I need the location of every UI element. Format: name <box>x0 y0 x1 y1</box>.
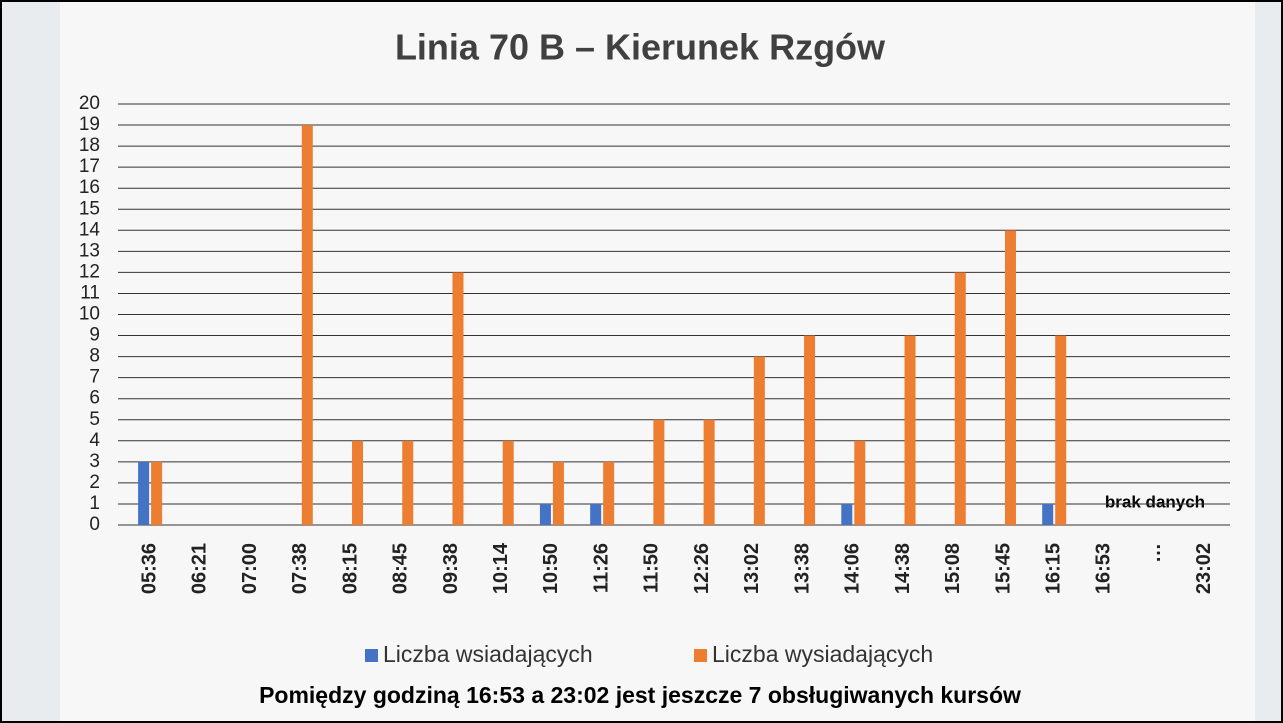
y-tick-label: 20 <box>79 93 100 114</box>
bar <box>804 336 815 525</box>
y-tick-label: 6 <box>89 388 100 409</box>
chart-title: Linia 70 B – Kierunek Rzgów <box>395 27 886 68</box>
panel <box>60 0 1255 723</box>
bar <box>704 420 715 525</box>
x-tick-label: 11:50 <box>641 543 663 593</box>
x-tick-label: 12:26 <box>691 543 713 594</box>
y-tick-label: 10 <box>79 304 100 325</box>
x-tick-label: 11:26 <box>590 543 612 593</box>
bar <box>590 504 601 525</box>
bar <box>553 462 564 525</box>
y-tick-label: 5 <box>89 409 100 430</box>
x-tick-label: 16:15 <box>1042 543 1064 594</box>
x-tick-label: 05:36 <box>138 543 160 594</box>
x-tick-label: … <box>1143 543 1165 563</box>
y-tick-label: 8 <box>89 346 100 367</box>
bar <box>754 357 765 525</box>
bar <box>540 504 551 525</box>
x-tick-label: 13:02 <box>741 543 763 594</box>
page: Linia 70 B – Kierunek Rzgów brak danych … <box>0 0 1283 723</box>
x-tick-label: 06:21 <box>189 543 211 594</box>
y-tick-label: 12 <box>79 261 100 282</box>
bar <box>302 125 313 525</box>
y-tick-label: 4 <box>89 430 100 451</box>
x-tick-label: 15:45 <box>992 543 1014 594</box>
x-tick-label: 10:14 <box>490 542 512 594</box>
y-tick-label: 7 <box>89 367 100 388</box>
legend-label: Liczba wysiadających <box>712 641 933 667</box>
bar <box>352 441 363 525</box>
bar <box>452 272 463 525</box>
bar <box>1005 230 1016 525</box>
y-tick-label: 2 <box>89 472 100 493</box>
bar <box>955 272 966 525</box>
x-tick-label: 07:38 <box>289 543 311 594</box>
legend-label: Liczba wsiadających <box>383 641 593 667</box>
bar <box>1042 504 1053 525</box>
y-tick-label: 15 <box>79 198 100 219</box>
bar <box>1055 336 1066 525</box>
y-tick-label: 11 <box>80 282 100 303</box>
bar <box>653 420 664 525</box>
legend-swatch <box>365 649 378 662</box>
bar <box>841 504 852 525</box>
annotation: brak danych <box>1105 492 1205 511</box>
y-tick-label: 13 <box>79 240 100 261</box>
legend-swatch <box>694 649 707 662</box>
y-tick-label: 17 <box>79 156 100 177</box>
bar <box>603 462 614 525</box>
bar <box>854 441 865 525</box>
bar <box>151 462 162 525</box>
x-tick-label: 08:45 <box>390 543 412 594</box>
y-tick-label: 1 <box>89 493 100 514</box>
x-tick-label: 15:08 <box>942 543 964 594</box>
y-tick-label: 18 <box>79 135 100 156</box>
x-tick-label: 16:53 <box>1093 543 1115 594</box>
bar <box>503 441 514 525</box>
x-tick-label: 13:38 <box>791 543 813 594</box>
footer: Pomiędzy godziną 16:53 a 23:02 jest jesz… <box>259 682 1021 708</box>
y-tick-label: 0 <box>89 514 100 535</box>
chart: Linia 70 B – Kierunek Rzgów brak danych … <box>0 0 1283 723</box>
y-tick-label: 19 <box>79 114 100 135</box>
y-tick-label: 9 <box>89 325 100 346</box>
bar <box>402 441 413 525</box>
x-tick-label: 14:38 <box>892 543 914 594</box>
bar <box>905 336 916 525</box>
bar <box>138 462 149 525</box>
x-tick-label: 07:00 <box>239 543 261 594</box>
y-tick-label: 3 <box>89 451 100 472</box>
x-tick-label: 08:15 <box>339 543 361 594</box>
x-tick-label: 23:02 <box>1193 543 1215 594</box>
y-tick-label: 16 <box>79 177 100 198</box>
y-tick-label: 14 <box>79 219 101 240</box>
x-tick-label: 10:50 <box>540 543 562 594</box>
x-tick-label: 09:38 <box>440 543 462 594</box>
x-tick-label: 14:06 <box>842 543 864 594</box>
